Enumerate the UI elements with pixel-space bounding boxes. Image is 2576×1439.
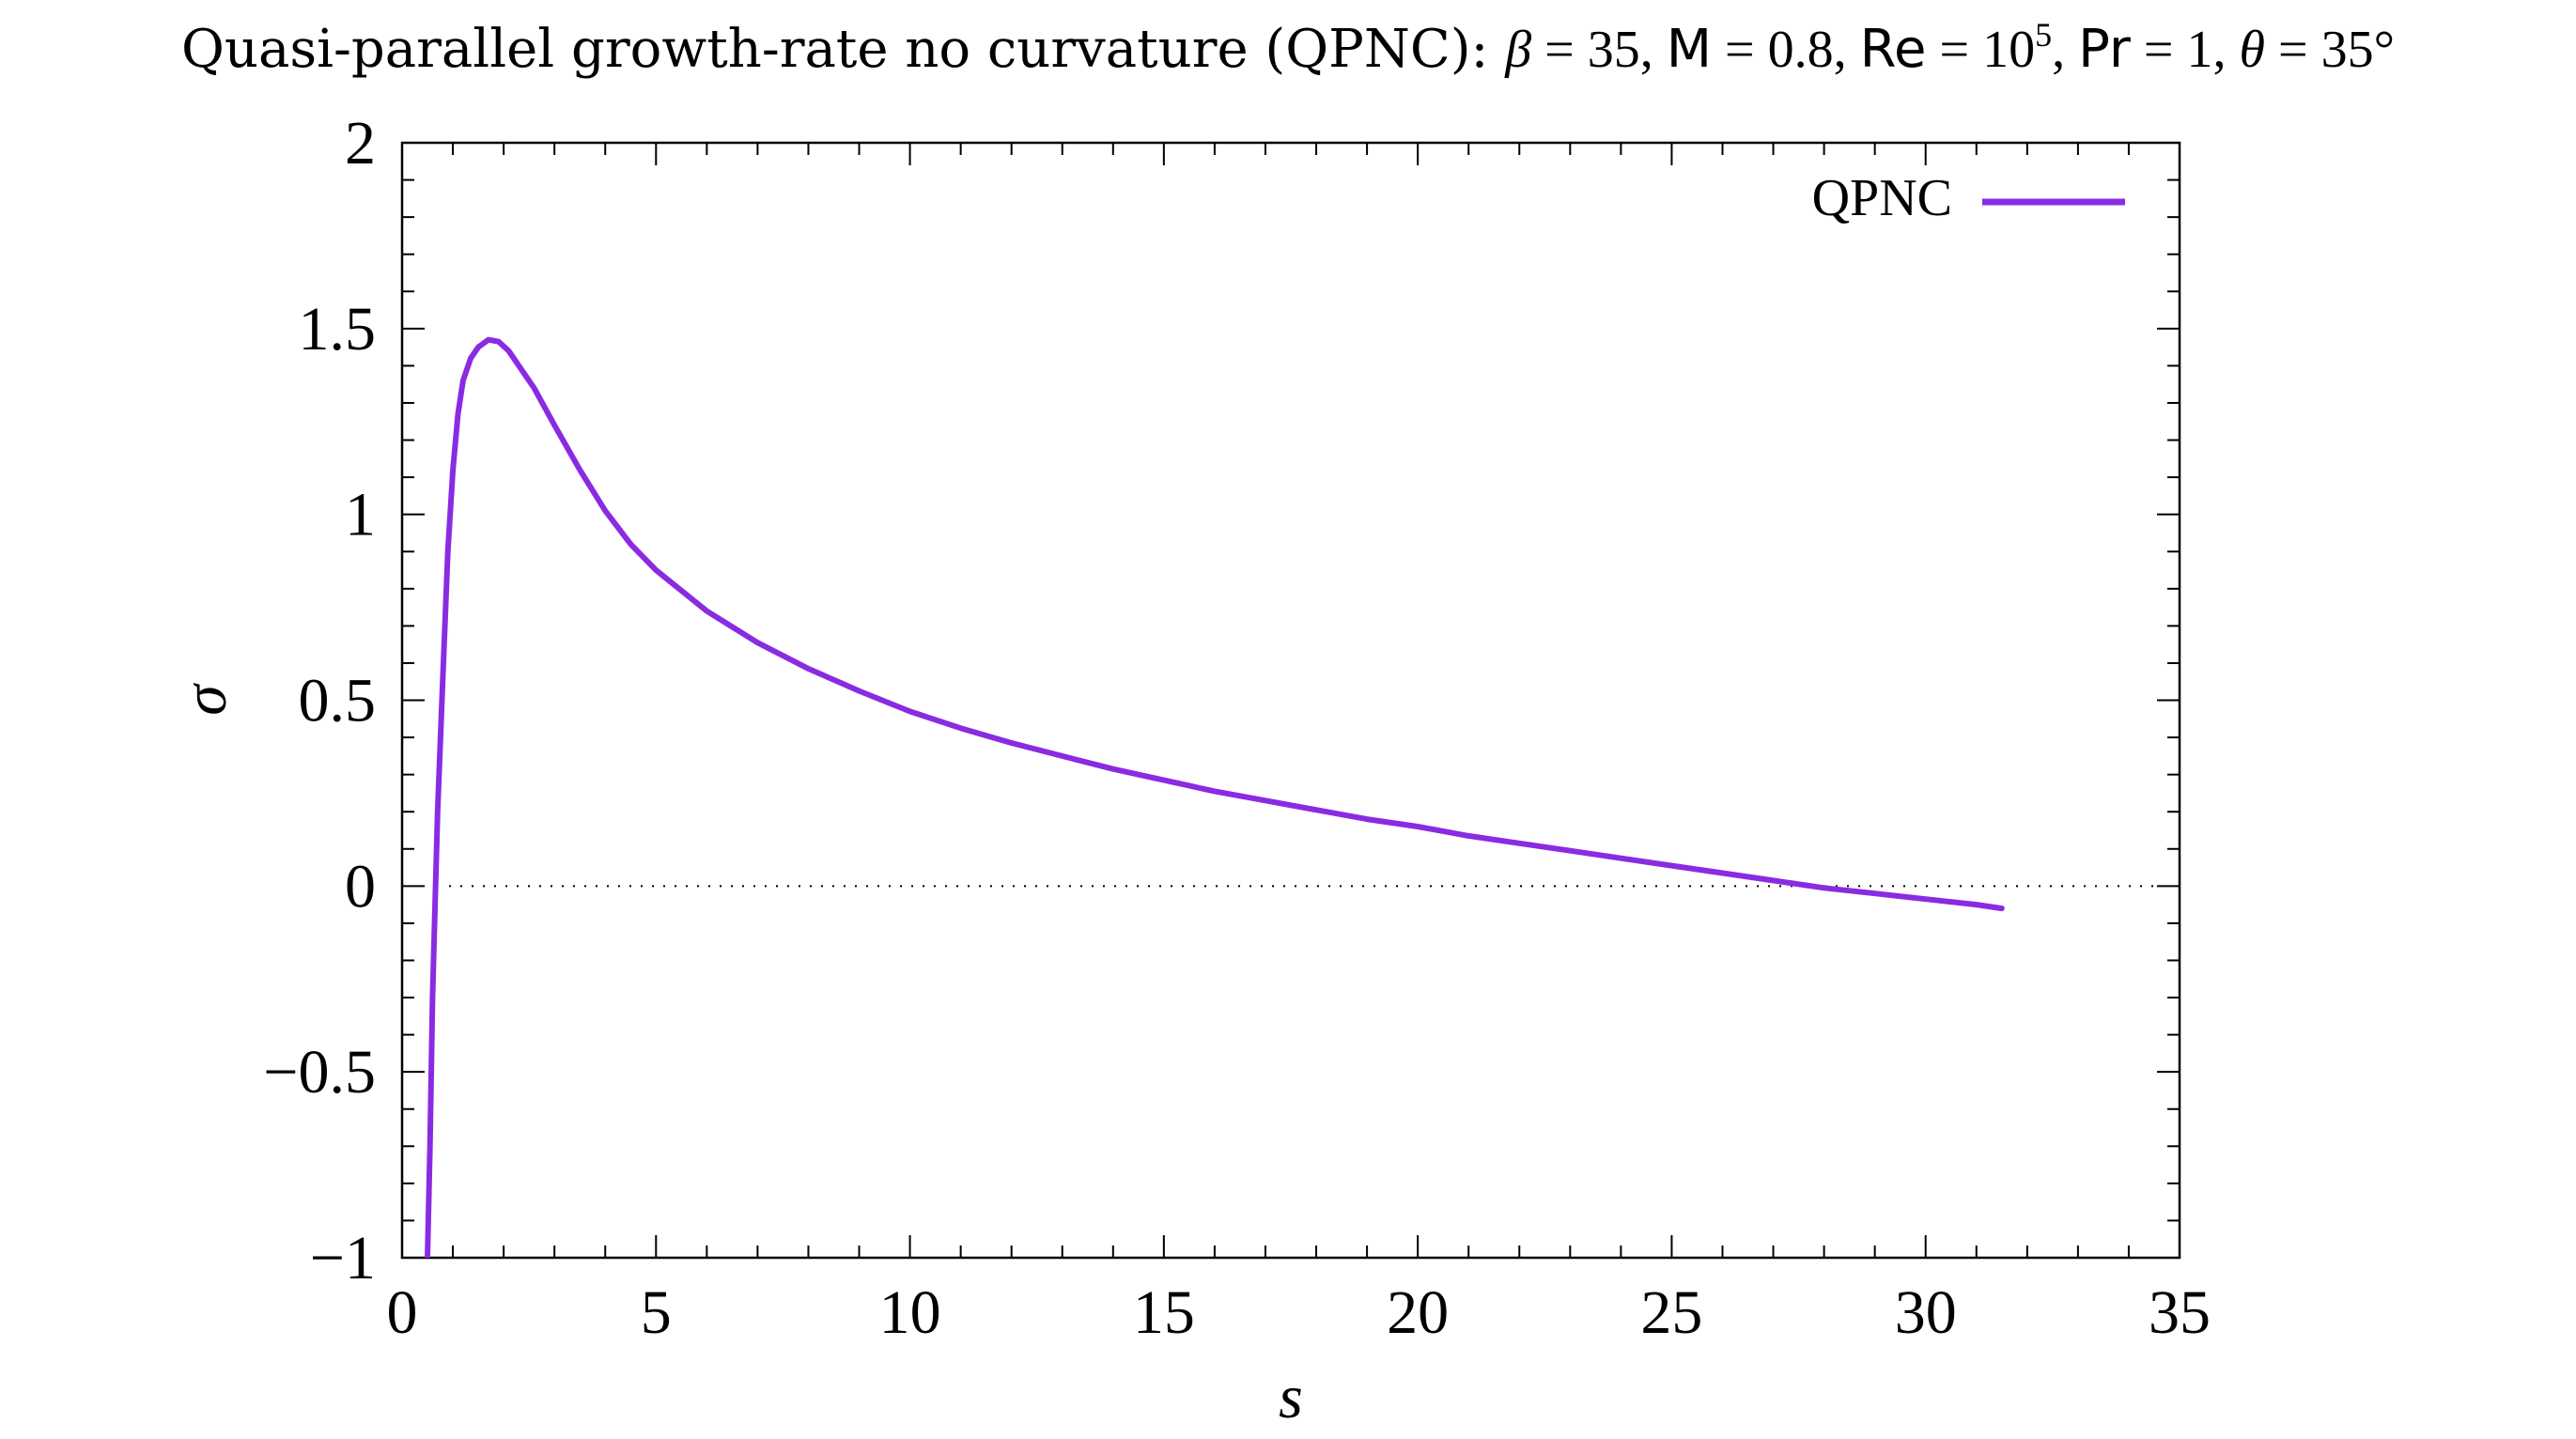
- title-theta-value: = 35°: [2265, 21, 2395, 79]
- series-layer: [425, 336, 2005, 1258]
- title-re-value: = 10: [1926, 21, 2036, 79]
- x-tick-labels: 0 5 10 15 20 25 30 35: [387, 1278, 2211, 1347]
- axis-ticks: [401, 142, 2180, 1259]
- x-tick-label: 20: [1387, 1278, 1449, 1347]
- y-tick-label: 1.5: [299, 295, 377, 364]
- y-tick-labels: −1 −0.5 0 0.5 1 1.5 2: [263, 109, 376, 1292]
- title-beta-value: = 35,: [1531, 21, 1667, 79]
- y-tick-label: −1: [310, 1224, 376, 1292]
- title-pr-symbol: Pr: [2078, 19, 2131, 80]
- y-tick-label: 0: [345, 852, 376, 921]
- y-axis-label: σ: [171, 683, 240, 716]
- x-tick-label: 30: [1895, 1278, 1957, 1347]
- y-tick-label: −0.5: [263, 1038, 376, 1106]
- chart-title: Quasi-parallel growth-rate no curvature …: [0, 16, 2576, 94]
- x-axis-label: s: [1279, 1363, 1303, 1431]
- x-tick-label: 25: [1640, 1278, 1702, 1347]
- title-pr-value: = 1,: [2130, 21, 2240, 79]
- plot-frame: [400, 141, 2181, 1260]
- x-tick-label: 35: [2149, 1278, 2211, 1347]
- legend-label-qpnc: QPNC: [1812, 169, 1952, 227]
- series-line-qpnc: [425, 336, 2005, 1258]
- x-tick-label: 10: [879, 1278, 941, 1347]
- y-tick-label: 2: [345, 109, 376, 178]
- legend: QPNC: [1812, 169, 2125, 227]
- title-theta-symbol: θ: [2239, 21, 2266, 79]
- title-beta-symbol: β: [1505, 21, 1532, 79]
- title-mach-symbol: M: [1666, 19, 1713, 80]
- title-re-exponent: 5: [2035, 16, 2053, 54]
- x-tick-label: 0: [387, 1278, 418, 1347]
- title-prefix: Quasi-parallel growth-rate no curvature …: [180, 19, 1506, 80]
- title-mach-value: = 0.8,: [1712, 21, 1860, 79]
- x-tick-label: 15: [1133, 1278, 1195, 1347]
- y-tick-label: 0.5: [299, 667, 377, 735]
- title-pr-separator: ,: [2052, 21, 2079, 79]
- title-re-symbol: Re: [1859, 19, 1927, 80]
- y-tick-label: 1: [345, 481, 376, 549]
- x-tick-label: 5: [641, 1278, 672, 1347]
